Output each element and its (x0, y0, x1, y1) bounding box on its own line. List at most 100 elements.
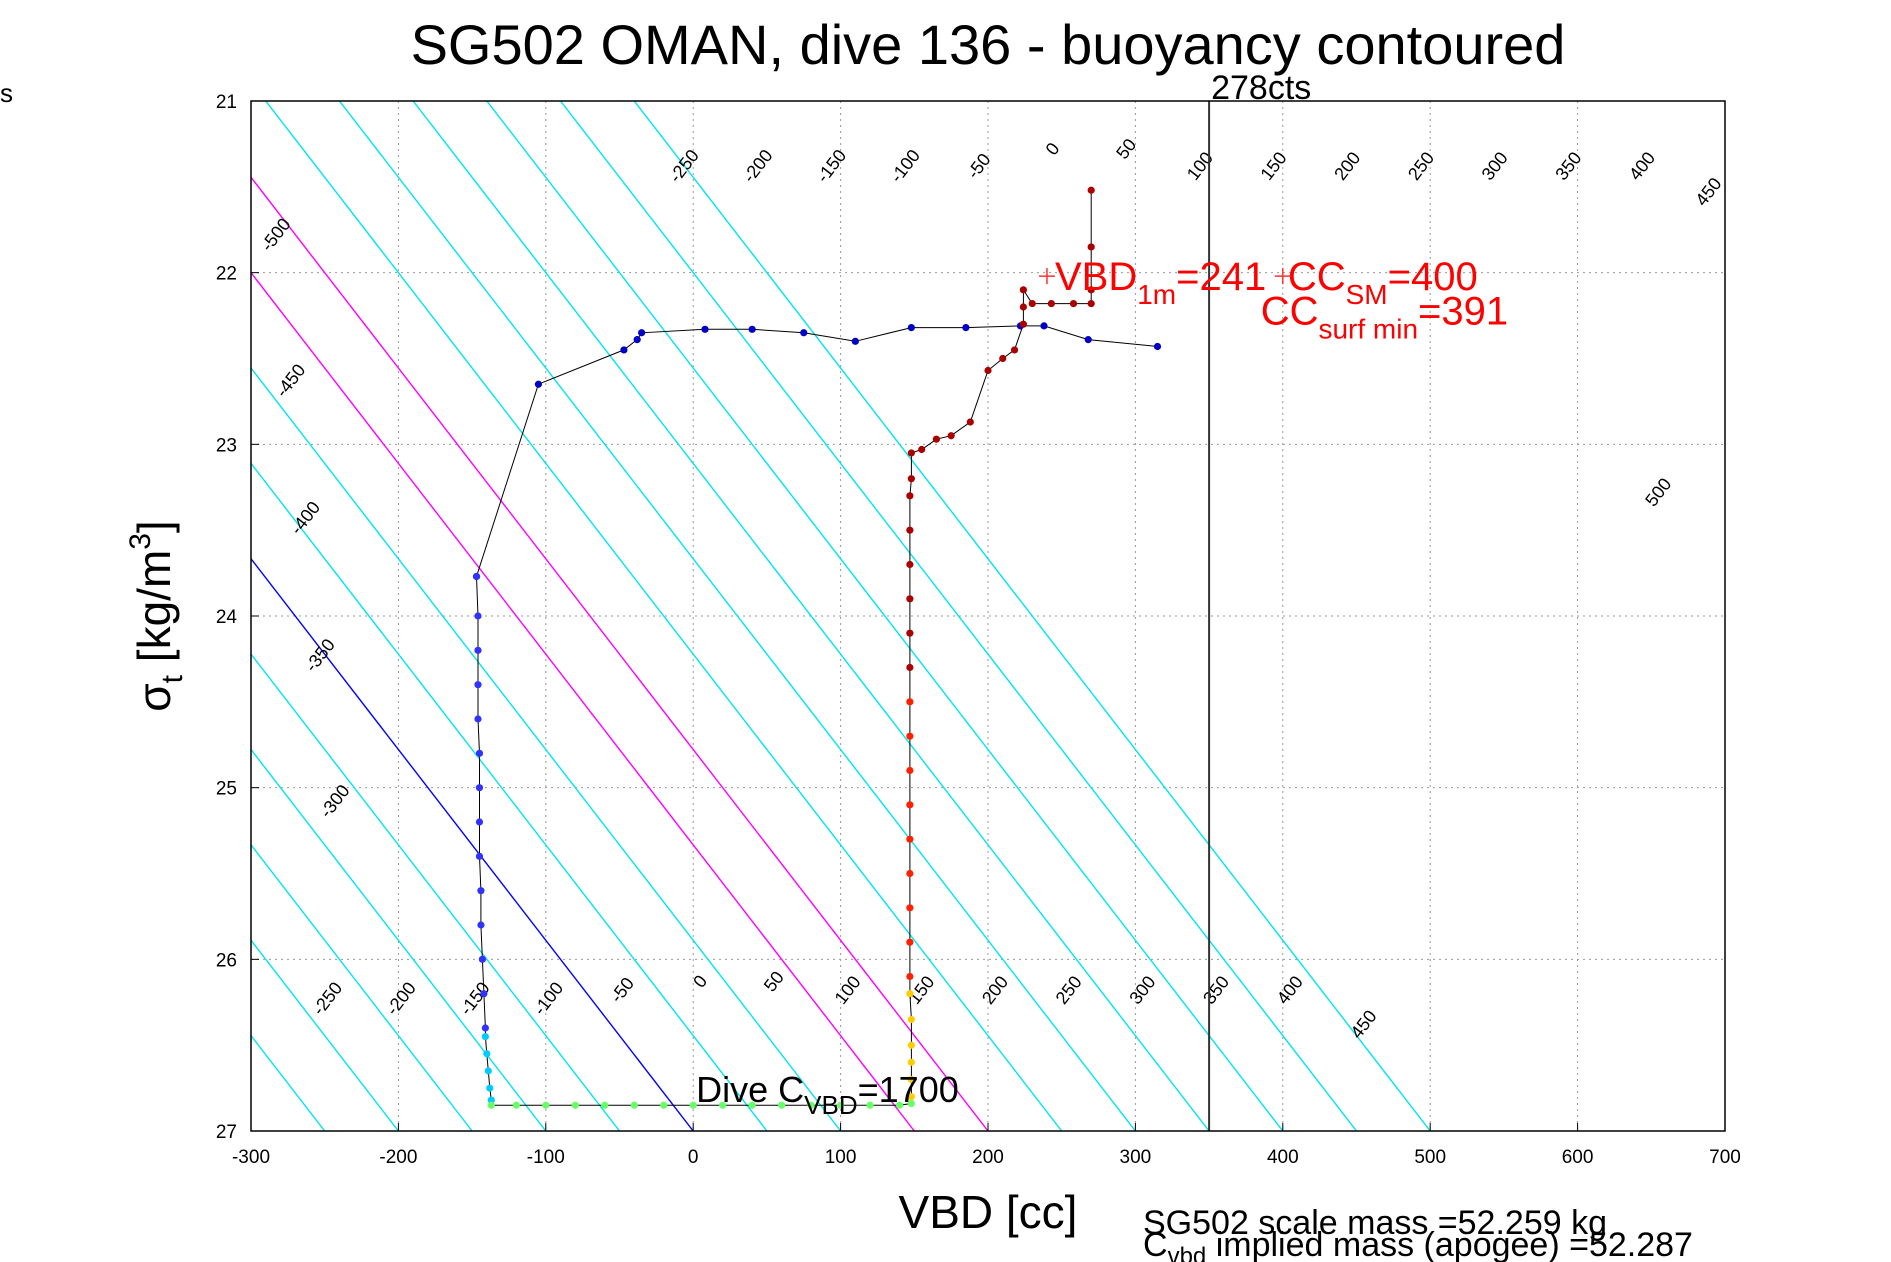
data-point (895, 1101, 904, 1109)
data-point (906, 904, 914, 912)
contour-line (251, 462, 768, 1131)
data-point (748, 1101, 756, 1109)
data-point (474, 612, 482, 620)
data-point (481, 1024, 489, 1032)
data-point (748, 325, 756, 333)
data-point (907, 449, 915, 457)
data-point (1153, 342, 1162, 351)
implied-mass-rest: implied mass (apogee) =52.287 (1206, 1226, 1693, 1262)
dive-cvbd-main: Dive C (696, 1069, 804, 1110)
contour-label: 250 (1052, 972, 1086, 1008)
contour-label: -500 (257, 214, 295, 255)
plot-frame (250, 100, 1726, 1132)
data-point (571, 1101, 579, 1109)
contour-label: 350 (1199, 972, 1233, 1008)
data-point (638, 329, 646, 337)
data-point (947, 432, 955, 440)
x-tick-label: -200 (379, 1147, 417, 1168)
data-point (475, 818, 484, 826)
x-tick-label: 700 (1709, 1147, 1741, 1168)
data-point (906, 663, 914, 672)
contour-label: -150 (456, 978, 494, 1019)
data-point (480, 990, 488, 998)
vbd-1m-main: VBD (1055, 255, 1137, 299)
data-point (906, 560, 914, 569)
data-point (487, 1101, 495, 1109)
data-point (866, 1101, 874, 1109)
contour-label: 50 (760, 967, 788, 995)
data-point (1028, 299, 1036, 308)
data-point (633, 336, 641, 344)
data-point (472, 572, 481, 581)
x-tick-label: 400 (1267, 1147, 1299, 1168)
data-point (1087, 299, 1095, 308)
data-point (475, 749, 484, 757)
cc-sm-main: CC (1288, 255, 1346, 299)
data-point (1087, 186, 1095, 194)
cc-sm-sub: SM (1346, 279, 1388, 310)
data-point (906, 732, 914, 740)
contour-line (0, 101, 104, 1131)
contour-line (251, 271, 915, 1131)
y-axis-label: σt [kg/m3] (124, 520, 189, 711)
contour-label: -50 (963, 150, 995, 183)
data-point (1069, 299, 1078, 308)
contour-label: 300 (1478, 148, 1512, 184)
data-point (481, 1032, 489, 1041)
data-point (907, 1075, 915, 1084)
contour-label: -50 (606, 974, 638, 1007)
implied-mass-main: C (1143, 1226, 1168, 1262)
vbd-1m-value: =241 (1176, 255, 1266, 299)
data-point (907, 1099, 915, 1108)
data-point (906, 869, 914, 878)
contour-label: -100 (886, 146, 924, 187)
contour-label: 200 (1330, 148, 1364, 184)
cc-surf-value: =391 (1418, 289, 1508, 333)
dive-cvbd-sub: VBD (804, 1090, 857, 1120)
contour-label: 250 (1404, 148, 1438, 184)
x-tick-label: 100 (825, 1147, 857, 1168)
contour-line (265, 101, 1063, 1131)
contour-label: 400 (1273, 972, 1307, 1008)
contour-line (412, 101, 1210, 1131)
data-point (601, 1101, 609, 1109)
contour-label: 350 (1551, 148, 1585, 184)
data-point (907, 475, 915, 483)
contour-label: 200 (978, 972, 1012, 1008)
data-point (907, 1058, 915, 1066)
data-point (1047, 299, 1055, 308)
contour-line (251, 366, 842, 1131)
profile-line (475, 325, 1158, 1106)
cc-surf-marker (1274, 268, 1291, 285)
data-point (660, 1101, 668, 1109)
data-point (906, 526, 914, 534)
contour-label: 0 (1042, 139, 1064, 159)
data-point (907, 324, 915, 332)
data-point (906, 766, 914, 775)
data-point (907, 1041, 915, 1049)
contour-line (633, 101, 1431, 1131)
data-point (512, 1101, 520, 1109)
contour-line (251, 843, 473, 1131)
contour-line (486, 101, 1284, 1131)
corner-label: s (0, 78, 13, 108)
contour-line (338, 101, 1136, 1131)
vbd-1m-marker (1038, 268, 1055, 285)
data-point (620, 346, 628, 354)
data-point (932, 435, 941, 443)
contour-label: 300 (1125, 972, 1159, 1008)
data-point (487, 1096, 495, 1104)
vbd-1m-sub: 1m (1137, 279, 1176, 310)
y-ticks: 21 22 23 24 25 26 27 (216, 92, 259, 1143)
x-tick-label: -300 (232, 1147, 270, 1168)
implied-mass-sub: vbd (1168, 1243, 1207, 1262)
data-point (906, 972, 914, 981)
contour-label: -200 (739, 146, 777, 187)
vbd-1m-annotation: VBD1m=241 (1055, 255, 1266, 310)
x-tick-label: -100 (527, 1147, 565, 1168)
x-tick-label: 200 (972, 1147, 1004, 1168)
data-point (475, 784, 484, 792)
cc-surf-main: CC (1261, 289, 1319, 333)
data-point (1019, 320, 1027, 328)
scale-mass-text: SG502 scale mass =52.259 kg (1143, 1204, 1607, 1242)
